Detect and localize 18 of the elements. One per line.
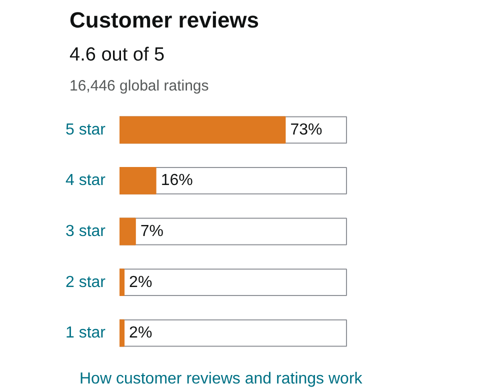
data-label: 2%	[129, 274, 152, 291]
y-tick-label: 1 star	[65, 324, 106, 342]
text: How customer reviews and ratings work	[80, 370, 364, 388]
data-label: 7%	[140, 223, 164, 240]
chart-subtitle: 4.6 out of 5	[70, 44, 165, 66]
bar	[120, 319, 125, 347]
data-label: 16%	[160, 172, 193, 190]
bar	[120, 218, 136, 246]
data-label: 2%	[129, 324, 152, 342]
chart-title: Customer reviews	[70, 8, 260, 32]
data-label: 73%	[290, 121, 322, 138]
y-tick-label: 4 star	[65, 172, 106, 190]
bar	[120, 268, 125, 296]
text: 16,446 global ratings	[70, 78, 209, 94]
y-tick-label: 2 star	[65, 274, 106, 291]
bar	[120, 167, 156, 194]
y-tick-label: 3 star	[65, 223, 106, 240]
y-tick-label: 5 star	[65, 121, 106, 138]
